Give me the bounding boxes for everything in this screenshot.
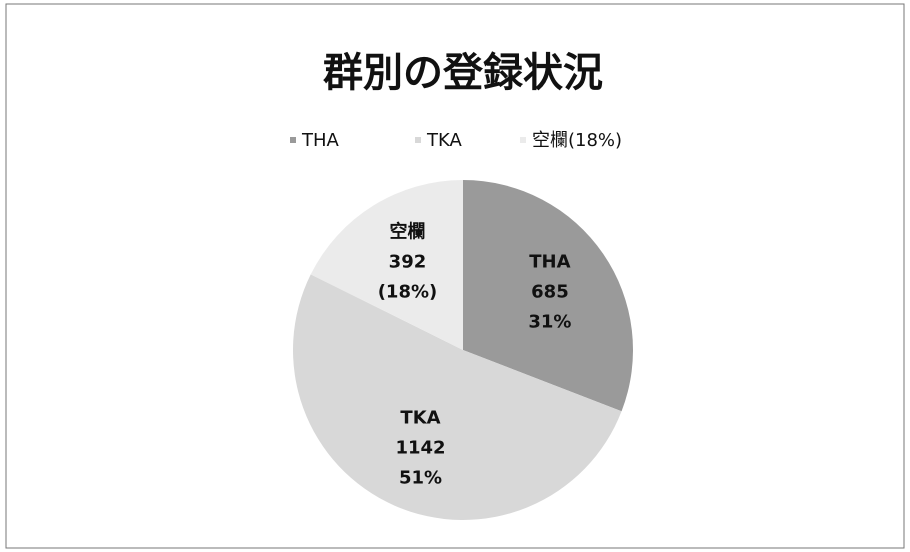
legend-label: 空欄(18%) [532,130,622,151]
legend-swatch [290,137,296,143]
legend-swatch [415,137,421,143]
slice-label: 51% [399,467,442,488]
slice-label: TKA [400,407,440,428]
chart-title: 群別の登録状況 [323,50,603,96]
pie-slice [292,274,622,521]
pie-slice [463,180,633,412]
legend-label: THA [301,130,340,151]
legend-swatch [520,137,526,143]
slice-label: 392 [389,251,427,272]
legend-label: TKA [426,130,462,151]
frame [5,3,905,549]
pie-slice [310,180,463,350]
slice-label: 空欄 [389,220,425,242]
slice-label: THA [529,251,570,272]
slice-label: (18%) [378,281,438,302]
slice-label: 1142 [395,437,445,458]
slice-label: 685 [531,281,569,302]
slice-label: 31% [528,311,571,332]
